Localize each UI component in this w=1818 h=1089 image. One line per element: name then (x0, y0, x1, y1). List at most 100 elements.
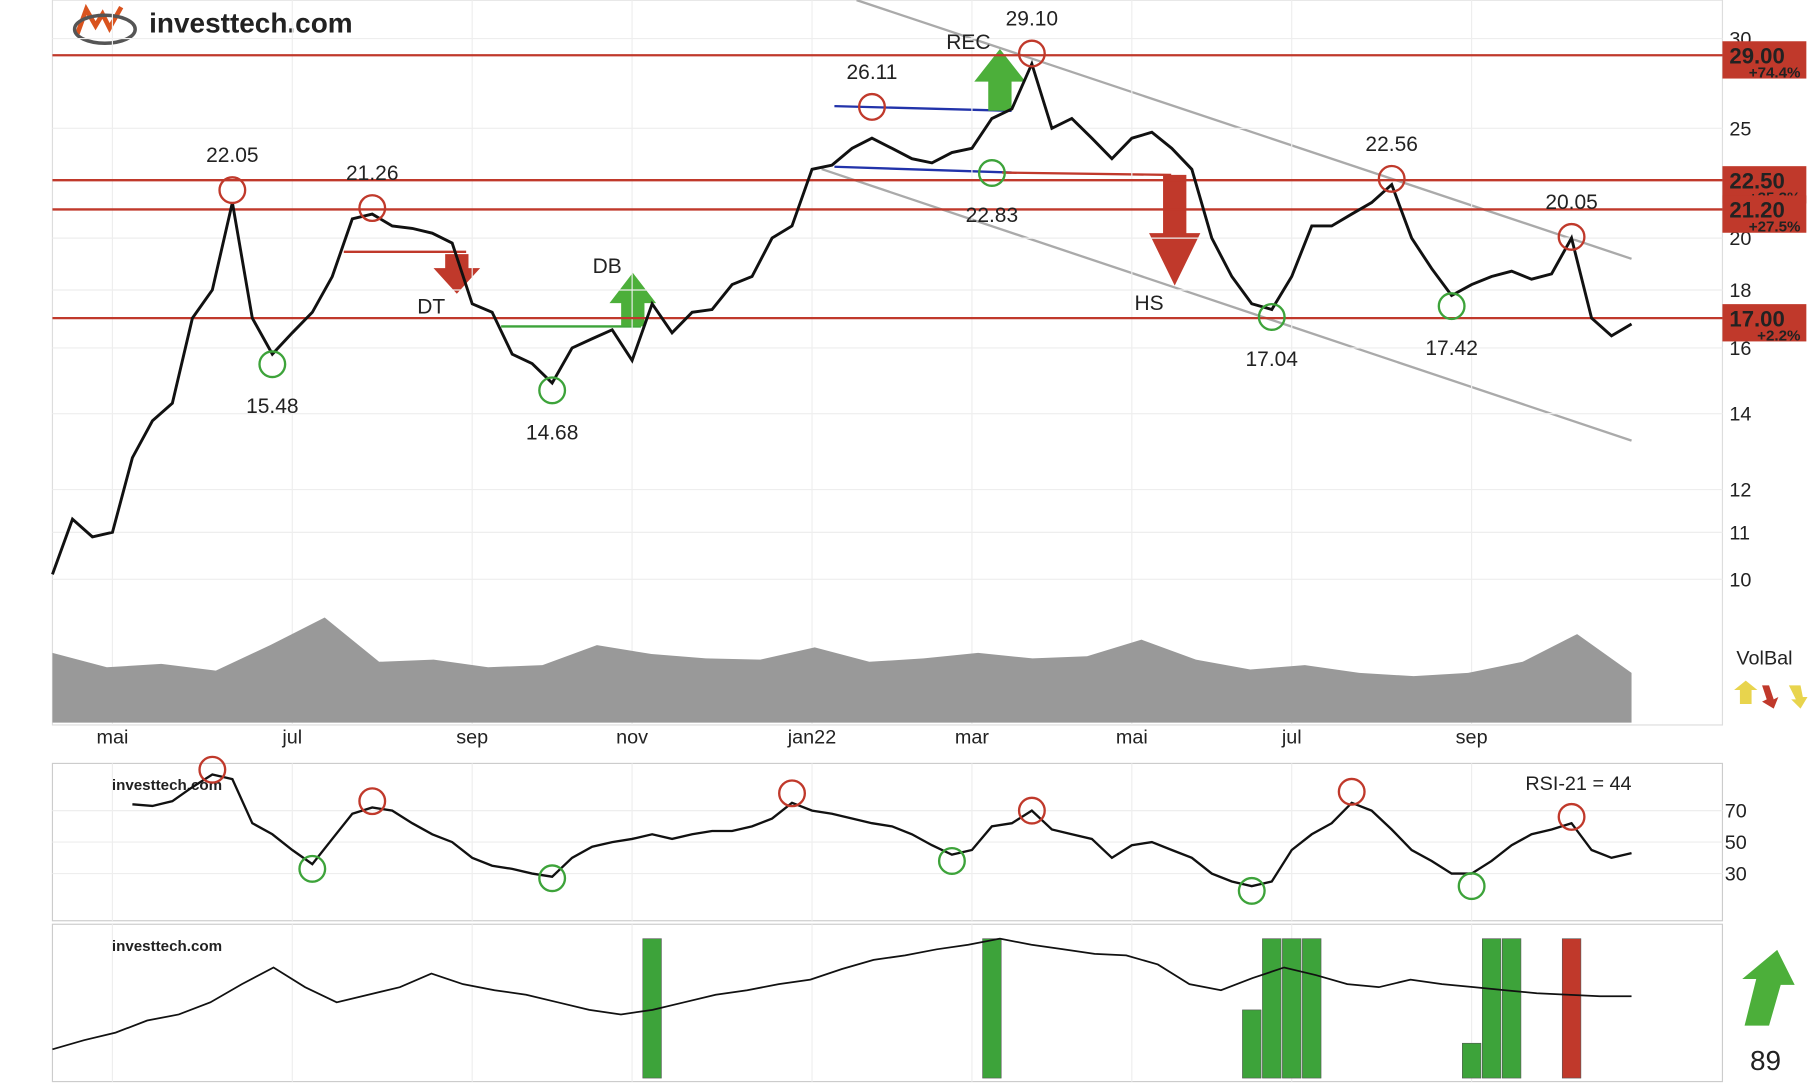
level-box (1722, 304, 1807, 342)
level-change: +27.5% (1749, 219, 1801, 236)
y-tick-label: 14 (1729, 404, 1751, 426)
extreme-label: 22.56 (1365, 133, 1417, 156)
pattern-label: DB (593, 255, 622, 278)
y-tick-label: 12 (1729, 480, 1751, 502)
level-change: +74.4% (1749, 64, 1801, 81)
rsi-extreme (198, 755, 227, 784)
sell-arrow (433, 254, 481, 294)
extreme-circle (1557, 222, 1586, 251)
extreme-circle (358, 194, 387, 223)
volume-area (52, 617, 1632, 723)
rsi-extreme (538, 864, 567, 893)
level-label: 29.00 (1729, 43, 1784, 68)
rsi-extreme (1017, 796, 1046, 825)
extreme-label: 22.83 (966, 204, 1018, 227)
volbal-arrow (1762, 685, 1779, 709)
extreme-label: 20.05 (1545, 191, 1597, 214)
signal-bar (1501, 938, 1522, 1079)
lower-line (52, 937, 1632, 1051)
signal-bar (1462, 1042, 1482, 1079)
extreme-label: 22.05 (206, 144, 258, 167)
extreme-circle (977, 159, 1006, 187)
extreme-circle (1017, 39, 1046, 68)
y-tick-label: 11 (1729, 522, 1750, 544)
y-tick-label: 70 (1725, 801, 1747, 823)
extreme-label: 14.68 (526, 421, 578, 444)
channel-lower (821, 167, 1632, 442)
level-change: +2.2% (1757, 327, 1801, 344)
signal-bar (1242, 1009, 1262, 1079)
pattern-label: REC (946, 31, 990, 54)
y-tick-label: 20 (1729, 228, 1751, 250)
rsi-extreme (1237, 876, 1266, 905)
x-tick-label: jul (1281, 727, 1302, 749)
x-tick-label: sep (1456, 727, 1488, 749)
y-tick-label: 18 (1729, 280, 1751, 302)
x-tick-label: mar (955, 727, 990, 749)
extreme-circle (1257, 302, 1286, 331)
extreme-label: 21.26 (346, 162, 398, 185)
signal-bar (1482, 938, 1502, 1079)
volbal-label: VolBal (1736, 647, 1792, 669)
level-box (1722, 195, 1807, 233)
channel-upper (856, 0, 1632, 260)
pattern-line (1002, 171, 1172, 177)
volbal-arrow (1734, 680, 1758, 704)
level-label: 17.00 (1729, 306, 1784, 331)
logo-mark (74, 3, 124, 36)
y-tick-label: 16 (1729, 338, 1751, 360)
logo-text: investtech.com (149, 8, 353, 39)
rsi-extreme (778, 779, 807, 808)
extreme-circle (857, 92, 886, 121)
extreme-circle (258, 350, 287, 379)
extreme-label: 17.42 (1425, 337, 1477, 360)
buy-arrow (609, 272, 657, 327)
pattern-line (834, 104, 1012, 112)
pattern-label: DT (417, 296, 445, 319)
extreme-circle (1377, 164, 1406, 193)
y-tick-label: 30 (1725, 864, 1747, 886)
price-line (51, 59, 1633, 575)
rsi-extreme (298, 854, 327, 883)
pattern-label: HS (1134, 292, 1163, 315)
level-label: 21.20 (1729, 198, 1784, 223)
x-tick-label: jul (281, 727, 302, 749)
rsi-label: RSI-21 = 44 (1525, 773, 1631, 795)
rsi-extreme (1457, 872, 1486, 901)
extreme-label: 26.11 (847, 61, 898, 84)
y-tick-label: 50 (1725, 832, 1747, 854)
y-tick-label: 25 (1729, 118, 1751, 140)
lower-panel (51, 923, 1724, 1083)
pattern-line (834, 165, 1012, 174)
logo-text: investtech.com (112, 938, 222, 955)
volbal-arrow (1788, 685, 1808, 709)
buy-arrow (974, 49, 1026, 111)
extreme-label: 29.10 (1006, 8, 1058, 31)
rsi-extreme (1337, 777, 1366, 806)
x-tick-label: mai (96, 727, 128, 749)
x-tick-label: mai (1116, 727, 1148, 749)
rsi-extreme (937, 846, 966, 875)
extreme-circle (538, 376, 567, 405)
signal-bar (1282, 938, 1302, 1079)
x-tick-label: jan22 (787, 727, 836, 749)
logo-text: investtech.com (112, 777, 222, 794)
sell-arrow (1149, 174, 1201, 286)
extreme-circle (1437, 292, 1466, 321)
main-panel (51, 0, 1724, 726)
rsi-extreme (358, 787, 387, 816)
signal-bar (1561, 938, 1582, 1079)
signal-bar (982, 938, 1002, 1079)
extreme-label: 17.04 (1246, 348, 1299, 371)
x-tick-label: sep (456, 727, 488, 749)
rsi-extreme (1557, 802, 1586, 831)
logo-ring (72, 13, 137, 45)
signal-bar (1302, 938, 1322, 1079)
x-tick-label: nov (616, 727, 648, 749)
rsi-line (132, 773, 1632, 888)
level-label: 22.50 (1729, 168, 1784, 193)
score: 89 (1750, 1045, 1781, 1076)
extreme-label: 15.48 (246, 395, 298, 418)
signal-bar (1262, 938, 1282, 1079)
